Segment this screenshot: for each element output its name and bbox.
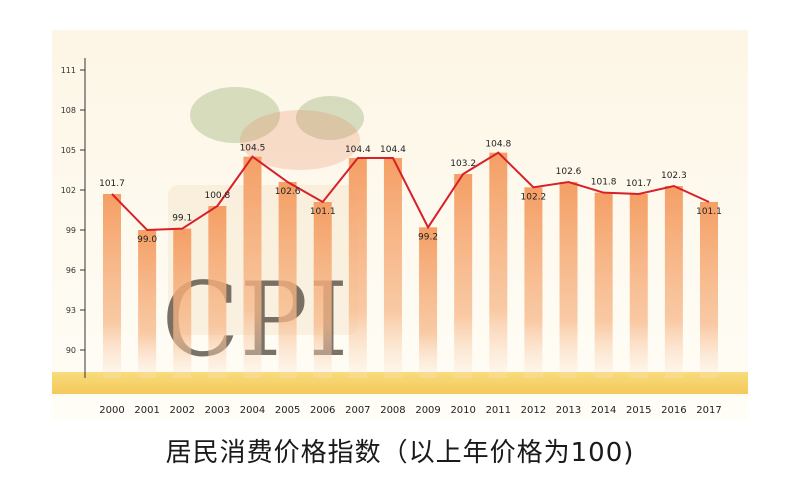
x-tick-label: 2008 [380, 405, 405, 416]
x-tick-label: 2014 [591, 405, 616, 416]
bar-2017 [700, 202, 718, 378]
bar-2016 [664, 186, 683, 378]
x-tick-label: 2011 [486, 405, 511, 416]
bars [103, 152, 718, 378]
y-tick-label: 96 [66, 266, 76, 275]
x-tick-label: 2006 [310, 405, 335, 416]
value-label: 100.8 [204, 191, 230, 201]
bar-2015 [629, 194, 648, 378]
x-tick-label: 2012 [521, 405, 546, 416]
value-label: 101.7 [626, 179, 652, 189]
bar-2008 [383, 158, 402, 378]
y-tick-label: 90 [66, 346, 76, 355]
bar-2004 [243, 156, 262, 378]
value-label: 99.1 [172, 214, 192, 224]
value-labels: 101.7 99.0 99.1 100.8 104.5 102.6 101.1 104.4 10… [99, 140, 722, 245]
value-label: 104.5 [240, 144, 266, 154]
x-tick-label: 2003 [205, 405, 230, 416]
y-tick-label: 99 [66, 226, 76, 235]
bar-2013 [559, 182, 578, 378]
bar-2007 [348, 158, 367, 378]
bar-2012 [524, 187, 543, 378]
x-tick-label: 2016 [661, 405, 686, 416]
bar-2000 [103, 194, 121, 378]
value-label: 101.1 [310, 207, 336, 217]
y-tick-label: 108 [61, 106, 76, 115]
value-label: 99.0 [137, 235, 157, 245]
x-tick-label: 2000 [99, 405, 124, 416]
x-tick-label: 2010 [450, 405, 475, 416]
value-label: 104.4 [380, 145, 406, 155]
value-label: 104.8 [485, 140, 511, 150]
value-label: 102.2 [521, 192, 547, 202]
x-tick-label: 2017 [696, 405, 721, 416]
y-tick-label: 102 [61, 186, 76, 195]
x-tick-label: 2007 [345, 405, 370, 416]
bar-2003 [208, 206, 227, 378]
value-label: 102.6 [556, 167, 582, 177]
y-axis-ticks: 90 93 96 99 102 105 108 111 [61, 66, 85, 355]
x-tick-label: 2009 [415, 405, 440, 416]
bar-2001 [138, 230, 157, 378]
value-label: 101.7 [99, 179, 125, 189]
x-tick-label: 2015 [626, 405, 651, 416]
bar-2006 [313, 202, 332, 378]
bar-2011 [489, 152, 508, 378]
value-label: 101.1 [696, 207, 722, 217]
bar-2002 [173, 228, 192, 378]
value-label: 102.6 [275, 187, 301, 197]
x-tick-label: 2013 [556, 405, 581, 416]
bar-2005 [278, 182, 297, 378]
bar-2009 [419, 227, 438, 378]
y-tick-label: 111 [61, 66, 76, 75]
bar-2014 [594, 192, 613, 378]
y-tick-label: 105 [61, 146, 76, 155]
x-tick-label: 2004 [240, 405, 265, 416]
chart-caption: 居民消费价格指数（以上年价格为100) [165, 438, 635, 468]
value-label: 104.4 [345, 145, 371, 155]
value-label: 103.2 [450, 159, 476, 169]
x-tick-label: 2005 [275, 405, 300, 416]
y-tick-label: 93 [66, 306, 76, 315]
value-label: 102.3 [661, 171, 687, 181]
x-axis-labels: 2000 2001 2002 2003 2004 2005 2006 2007 2008 2009… [99, 405, 721, 416]
x-tick-label: 2001 [134, 405, 159, 416]
value-label: 101.8 [591, 178, 617, 188]
trend-line [111, 151, 710, 232]
value-label: 99.2 [418, 232, 438, 242]
bar-2010 [454, 174, 473, 378]
x-tick-label: 2002 [170, 405, 195, 416]
